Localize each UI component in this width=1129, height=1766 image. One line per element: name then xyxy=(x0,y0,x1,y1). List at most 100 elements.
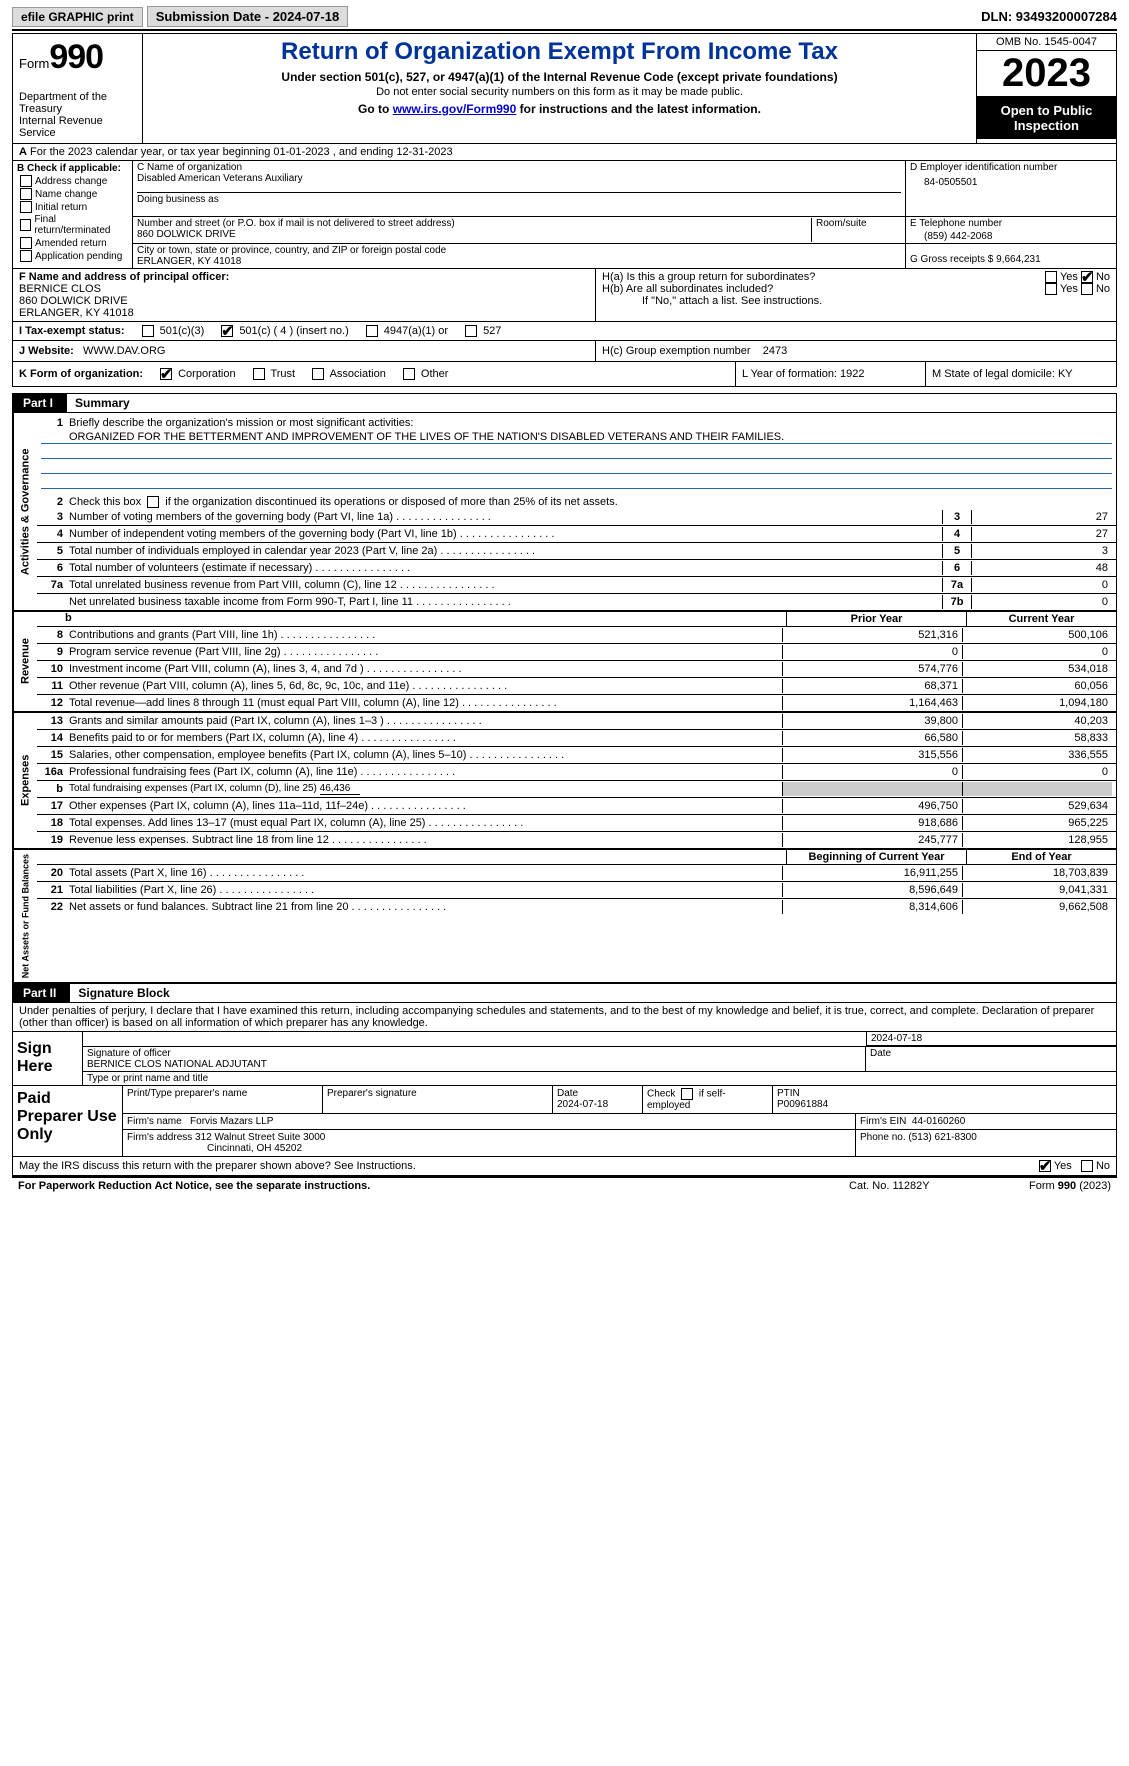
chk-selfemp[interactable] xyxy=(681,1088,693,1100)
hb-label: H(b) Are all subordinates included? xyxy=(602,283,1042,295)
hb-yes[interactable] xyxy=(1045,283,1057,295)
yes-lbl: Yes xyxy=(1060,271,1078,283)
inspection: Open to Public Inspection xyxy=(977,97,1116,139)
chk-other[interactable] xyxy=(403,368,415,380)
part2-bar: Part II Signature Block xyxy=(12,983,1117,1003)
l2-pre: Check this box xyxy=(69,496,144,508)
sig-lbl: Signature of officer xyxy=(87,1048,861,1059)
opt-assoc: Association xyxy=(330,368,386,380)
prep-h5: PTIN xyxy=(777,1088,1112,1099)
vlabel-netassets: Net Assets or Fund Balances xyxy=(13,850,37,982)
form-number: 990 xyxy=(49,38,103,76)
hno-note: If "No," attach a list. See instructions… xyxy=(602,295,1110,307)
b-title: B Check if applicable: xyxy=(17,163,128,174)
v7a: 0 xyxy=(972,578,1112,592)
sub2: Do not enter social security numbers on … xyxy=(151,86,968,98)
sub3-pre: Go to xyxy=(358,102,393,116)
table-row: 16aProfessional fundraising fees (Part I… xyxy=(37,764,1116,781)
hdr-beg: Beginning of Current Year xyxy=(786,850,966,864)
sub1: Under section 501(c), 527, or 4947(a)(1)… xyxy=(151,70,968,84)
topbar: efile GRAPHIC print Submission Date - 20… xyxy=(12,6,1117,31)
table-row: 14Benefits paid to or for members (Part … xyxy=(37,730,1116,747)
chk-initial[interactable] xyxy=(20,201,32,213)
irs: Internal Revenue Service xyxy=(19,115,136,139)
ha-label: H(a) Is this a group return for subordin… xyxy=(602,271,1042,283)
chk-name[interactable] xyxy=(20,188,32,200)
gross-receipts: G Gross receipts $ 9,664,231 xyxy=(910,252,1041,267)
discuss-text: May the IRS discuss this return with the… xyxy=(19,1160,1036,1172)
chk-address[interactable] xyxy=(20,175,32,187)
vlabel-expenses: Expenses xyxy=(13,713,37,848)
discuss-yes[interactable] xyxy=(1039,1160,1051,1172)
sign-date: 2024-07-18 xyxy=(866,1032,1116,1046)
d-label: D Employer identification number xyxy=(910,162,1112,173)
firm-addr1: 312 Walnut Street Suite 3000 xyxy=(195,1132,325,1143)
chk-amended[interactable] xyxy=(20,237,32,249)
e-label: E Telephone number xyxy=(910,218,1112,229)
chk-pending[interactable] xyxy=(20,250,32,262)
discuss-no[interactable] xyxy=(1081,1160,1093,1172)
table-row: 12Total revenue—add lines 8 through 11 (… xyxy=(37,695,1116,711)
chk-trust[interactable] xyxy=(253,368,265,380)
ha-yes[interactable] xyxy=(1045,271,1057,283)
footer-paperwork: For Paperwork Reduction Act Notice, see … xyxy=(18,1180,849,1192)
lbl-amended: Amended return xyxy=(35,238,107,249)
hdr-curr: Current Year xyxy=(966,612,1116,626)
col-b: B Check if applicable: Address change Na… xyxy=(13,161,133,268)
hdr-end: End of Year xyxy=(966,850,1116,864)
table-row: 11Other revenue (Part VIII, column (A), … xyxy=(37,678,1116,695)
date-lbl: Date xyxy=(870,1048,1112,1059)
i-label: I Tax-exempt status: xyxy=(19,325,125,337)
addr-label: Number and street (or P.O. box if mail i… xyxy=(137,218,811,229)
ptin: P00961884 xyxy=(777,1099,1112,1110)
part2-title: Signature Block xyxy=(70,984,177,1002)
chk-501c3[interactable] xyxy=(142,325,154,337)
lbl-address: Address change xyxy=(35,176,107,187)
form-title: Return of Organization Exempt From Incom… xyxy=(151,38,968,66)
omb: OMB No. 1545-0047 xyxy=(977,34,1116,51)
chk-assoc[interactable] xyxy=(312,368,324,380)
chk-501c[interactable] xyxy=(221,325,233,337)
no-lbl2: No xyxy=(1096,283,1110,295)
chk-corp[interactable] xyxy=(160,368,172,380)
type-lbl: Type or print name and title xyxy=(83,1072,1116,1085)
part2-tab: Part II xyxy=(13,984,70,1002)
hb-no[interactable] xyxy=(1081,283,1093,295)
opt-corp: Corporation xyxy=(178,368,235,380)
table-row: 18Total expenses. Add lines 13–17 (must … xyxy=(37,815,1116,832)
efile-button[interactable]: efile GRAPHIC print xyxy=(12,7,143,27)
part1-title: Summary xyxy=(67,394,138,412)
dept: Department of the Treasury xyxy=(19,91,136,115)
chk-discontinued[interactable] xyxy=(147,496,159,508)
form-word: Form xyxy=(19,56,49,71)
f-label: F Name and address of principal officer: xyxy=(19,271,229,283)
hdr-prior: Prior Year xyxy=(786,612,966,626)
addr-lbl: Firm's address xyxy=(127,1132,192,1143)
firm-addr2: Cincinnati, OH 45202 xyxy=(127,1143,302,1154)
l6: Total number of volunteers (estimate if … xyxy=(69,562,942,574)
chk-4947[interactable] xyxy=(366,325,378,337)
opt-527: 527 xyxy=(483,325,501,337)
j-label: J Website: xyxy=(19,345,74,357)
vlabel-revenue: Revenue xyxy=(13,612,37,711)
irs-link[interactable]: www.irs.gov/Form990 xyxy=(393,102,517,116)
part1-bar: Part I Summary xyxy=(12,393,1117,413)
officer-addr1: 860 DOLWICK DRIVE xyxy=(19,295,128,307)
opt-trust: Trust xyxy=(270,368,295,380)
officer-addr2: ERLANGER, KY 41018 xyxy=(19,307,134,319)
discuss-yes-lbl: Yes xyxy=(1054,1160,1072,1172)
no-lbl: No xyxy=(1096,271,1110,283)
v4: 27 xyxy=(972,527,1112,541)
table-row: 19Revenue less expenses. Subtract line 1… xyxy=(37,832,1116,848)
discuss-no-lbl: No xyxy=(1096,1160,1110,1172)
firm-name: Forvis Mazars LLP xyxy=(190,1116,273,1127)
room-label: Room/suite xyxy=(816,218,901,229)
v5: 3 xyxy=(972,544,1112,558)
chk-527[interactable] xyxy=(465,325,477,337)
ha-no[interactable] xyxy=(1081,271,1093,283)
chk-final[interactable] xyxy=(20,219,31,231)
table-row: 22Net assets or fund balances. Subtract … xyxy=(37,899,1116,915)
sub3-post: for instructions and the latest informat… xyxy=(516,102,761,116)
mission-text: ORGANIZED FOR THE BETTERMENT AND IMPROVE… xyxy=(41,431,1112,444)
v7b: 0 xyxy=(972,595,1112,609)
